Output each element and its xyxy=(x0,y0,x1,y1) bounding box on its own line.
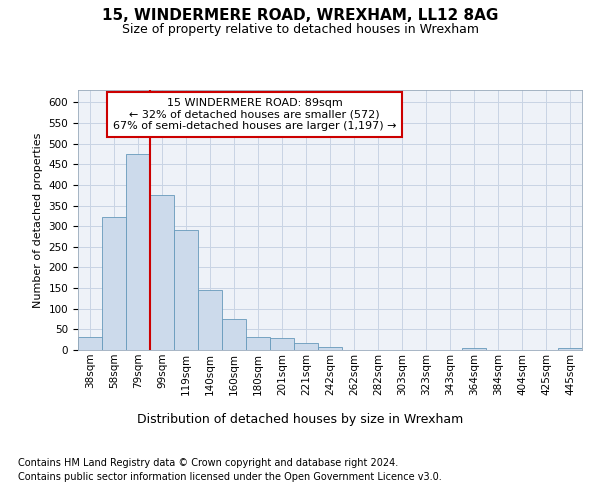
Bar xyxy=(294,343,318,350)
Text: Contains HM Land Registry data © Crown copyright and database right 2024.: Contains HM Land Registry data © Crown c… xyxy=(18,458,398,468)
Bar xyxy=(78,337,102,350)
Bar xyxy=(222,319,246,350)
Text: 15, WINDERMERE ROAD, WREXHAM, LL12 8AG: 15, WINDERMERE ROAD, WREXHAM, LL12 8AG xyxy=(102,8,498,22)
Y-axis label: Number of detached properties: Number of detached properties xyxy=(33,132,43,308)
Bar xyxy=(270,338,294,350)
Bar xyxy=(462,348,486,350)
Text: Size of property relative to detached houses in Wrexham: Size of property relative to detached ho… xyxy=(121,22,479,36)
Bar xyxy=(150,195,174,350)
Bar xyxy=(126,154,150,350)
Text: 15 WINDERMERE ROAD: 89sqm
← 32% of detached houses are smaller (572)
67% of semi: 15 WINDERMERE ROAD: 89sqm ← 32% of detac… xyxy=(113,98,396,131)
Bar xyxy=(102,217,126,350)
Text: Contains public sector information licensed under the Open Government Licence v3: Contains public sector information licen… xyxy=(18,472,442,482)
Bar xyxy=(198,290,222,350)
Bar xyxy=(174,230,198,350)
Bar xyxy=(558,348,582,350)
Bar xyxy=(246,337,270,350)
Text: Distribution of detached houses by size in Wrexham: Distribution of detached houses by size … xyxy=(137,412,463,426)
Bar xyxy=(318,346,342,350)
